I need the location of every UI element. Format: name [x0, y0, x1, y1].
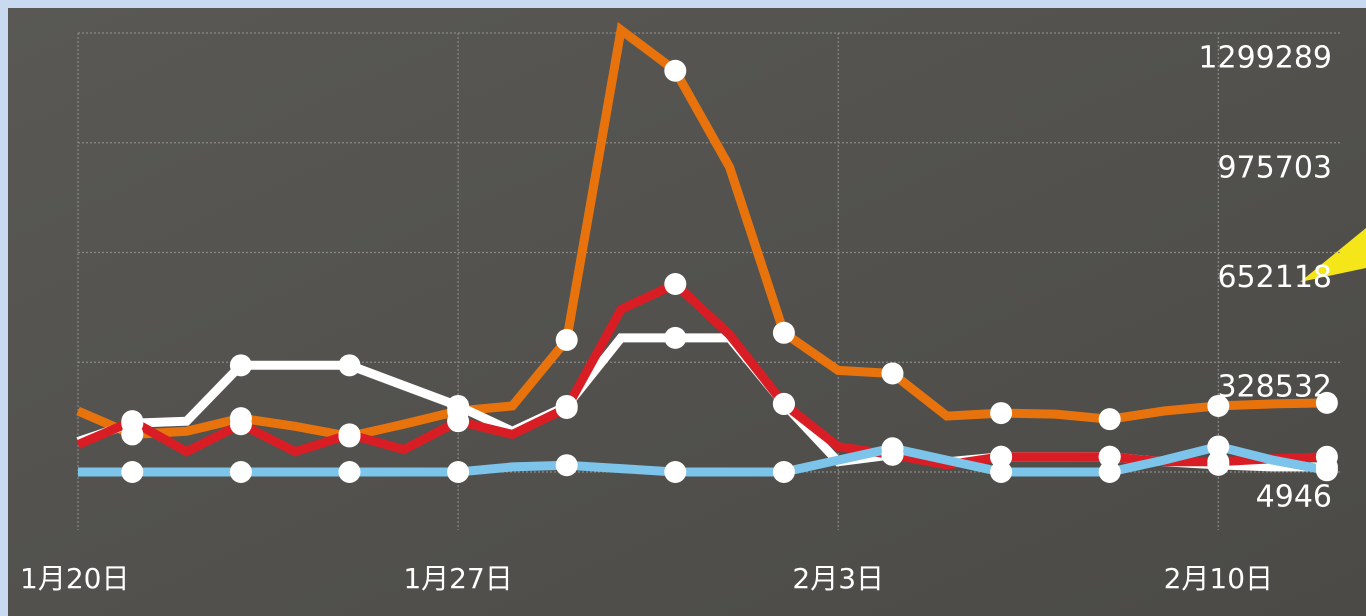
point-marker [447, 461, 470, 483]
point-marker [447, 410, 470, 433]
point-marker [338, 423, 361, 446]
arrow-decoration [1300, 228, 1366, 282]
y-tick-label: 4946 [1256, 480, 1332, 515]
point-marker [664, 461, 687, 483]
labels: 4946 328532 652118 975703 1299289 1月20日 1月27日 2… [20, 41, 1332, 596]
point-marker [990, 402, 1013, 425]
point-marker [447, 394, 470, 417]
point-marker [664, 326, 687, 349]
y-tick-label: 652118 [1217, 260, 1332, 295]
point-marker [1315, 459, 1338, 482]
x-tick-label: 1月20日 [20, 562, 129, 595]
point-marker [338, 354, 361, 377]
point-marker [990, 461, 1013, 483]
point-marker [229, 413, 252, 436]
y-tick-label: 328532 [1217, 370, 1332, 405]
point-marker [338, 461, 361, 483]
point-marker [555, 396, 578, 419]
grid [77, 32, 1340, 530]
point-marker [772, 392, 795, 415]
point-marker [1315, 391, 1338, 414]
point-marker [1207, 394, 1230, 417]
point-marker [664, 273, 687, 296]
point-marker [772, 321, 795, 344]
plot-background [8, 8, 1366, 616]
lines [76, 22, 1338, 483]
point-marker [1207, 435, 1230, 458]
point-marker [881, 437, 904, 460]
x-tick-label: 2月3日 [792, 562, 884, 595]
point-marker [121, 410, 144, 433]
x-tick-label: 1月27日 [403, 562, 512, 595]
point-marker [664, 59, 687, 82]
point-marker [772, 461, 795, 483]
x-tick-label: 2月10日 [1164, 562, 1273, 595]
point-marker [881, 362, 904, 385]
point-marker [1098, 461, 1121, 483]
point-marker [555, 454, 578, 477]
point-marker [555, 328, 578, 351]
point-marker [990, 445, 1013, 468]
point-marker [1098, 445, 1121, 468]
point-marker [1207, 450, 1230, 473]
y-tick-label: 1299289 [1198, 41, 1332, 76]
point-marker [229, 354, 252, 377]
point-marker [229, 461, 252, 483]
y-tick-label: 975703 [1217, 150, 1332, 185]
point-marker [1098, 408, 1121, 431]
point-marker [121, 461, 144, 483]
